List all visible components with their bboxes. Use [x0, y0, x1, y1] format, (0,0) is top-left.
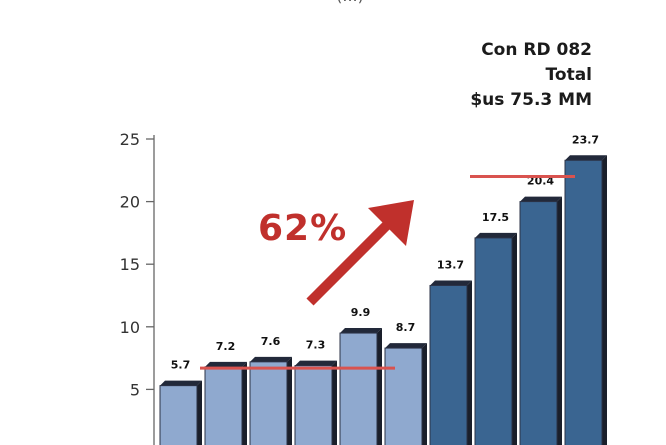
bar-shadow [197, 380, 202, 445]
bar-value-label: 5.7 [171, 359, 191, 372]
bar [159, 385, 198, 445]
bar [564, 159, 603, 445]
bar-value-label: 9.9 [351, 306, 371, 319]
bar-shadow [422, 343, 427, 445]
bar-value-label: 13.7 [437, 258, 464, 271]
y-tick-label: 10 [120, 318, 140, 337]
y-tick-label: 15 [120, 255, 140, 274]
bar [294, 365, 333, 445]
bar-value-label: 7.2 [216, 340, 236, 353]
bar-top [205, 361, 247, 367]
callout-line-1: Con RD 082 [481, 40, 592, 60]
bar [384, 347, 423, 445]
bar [474, 237, 513, 445]
bar [204, 366, 243, 445]
bar-top [340, 328, 382, 334]
bar-value-label: 23.7 [572, 133, 599, 146]
bar-shadow [287, 356, 292, 445]
growth-arrow-shaft [306, 220, 392, 306]
bar-value-label: 7.6 [261, 335, 281, 348]
bar-top [520, 196, 562, 202]
total-callout: Con RD 082 Total $us 75.3 MM [470, 38, 592, 113]
bar [429, 284, 468, 445]
bar-top [160, 380, 202, 386]
y-tick-label: 20 [120, 193, 140, 212]
bar-top [475, 232, 517, 238]
bar-shadow [242, 361, 247, 445]
bar-shadow [332, 360, 337, 445]
chart-subtitle: (...) [200, 0, 500, 5]
bar [339, 332, 378, 445]
bar-top [250, 356, 292, 362]
bar-value-label: 7.3 [306, 339, 326, 352]
bar-top [430, 280, 472, 286]
bar-top [295, 360, 337, 366]
bar-shadow [377, 328, 382, 445]
bar-shadow [602, 155, 607, 445]
callout-line-3: $us 75.3 MM [470, 90, 592, 110]
growth-percent-label: 62% [258, 208, 348, 249]
bar-value-label: 8.7 [396, 321, 416, 334]
growth-arrow-head [368, 200, 414, 246]
bar-top [565, 155, 607, 161]
bar-top [385, 343, 427, 349]
bar-value-label: 17.5 [482, 211, 509, 224]
y-tick-label: 25 [120, 130, 140, 149]
bar-shadow [557, 196, 562, 445]
bar [519, 201, 558, 445]
y-tick-label: 5 [130, 380, 140, 399]
callout-line-2: Total [545, 65, 592, 85]
bar-shadow [512, 232, 517, 445]
bar-shadow [467, 280, 472, 445]
bar [249, 361, 288, 445]
